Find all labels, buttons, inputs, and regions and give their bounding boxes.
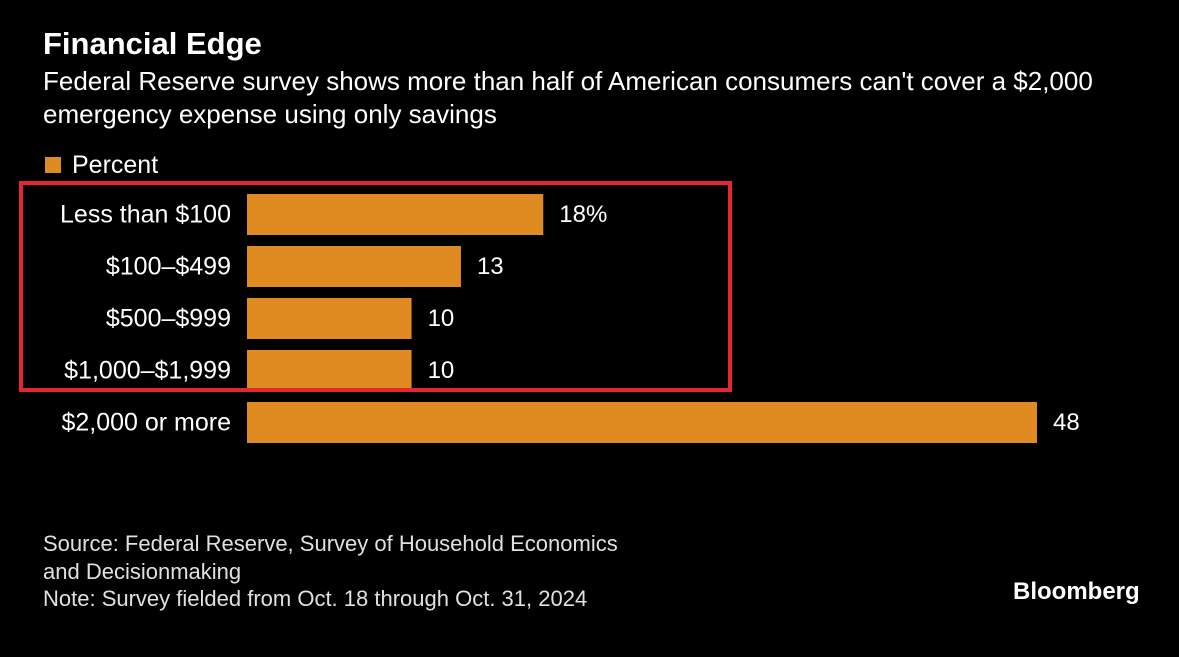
legend-label: Percent (72, 151, 159, 179)
data-label: 10 (428, 305, 455, 332)
bar (247, 402, 1037, 443)
data-label: 18% (559, 201, 607, 228)
footer: Source: Federal Reserve, Survey of House… (43, 530, 618, 613)
highlight-box (19, 181, 732, 392)
category-label: $1,000–$1,999 (64, 357, 231, 385)
note-line: Note: Survey fielded from Oct. 18 throug… (43, 586, 588, 611)
legend: Percent (45, 150, 158, 180)
chart-title: Financial Edge (43, 26, 262, 61)
data-label: 48 (1053, 409, 1080, 436)
data-label: 13 (477, 253, 504, 280)
category-label: $100–$499 (106, 253, 231, 281)
category-label: $2,000 or more (61, 409, 231, 437)
bar (247, 246, 461, 287)
legend-swatch (45, 157, 61, 173)
source-line-2: and Decisionmaking (43, 558, 242, 584)
category-label: Less than $100 (60, 201, 231, 229)
source-line-1: Source: Federal Reserve, Survey of House… (43, 531, 618, 556)
category-label: $500–$999 (106, 305, 231, 333)
bar (247, 350, 412, 391)
bar (247, 298, 412, 339)
bar (247, 194, 544, 235)
bloomberg-logo: Bloomberg (1013, 578, 1140, 605)
data-label: 10 (428, 357, 455, 384)
chart-subtitle: Federal Reserve survey shows more than h… (43, 66, 1093, 129)
